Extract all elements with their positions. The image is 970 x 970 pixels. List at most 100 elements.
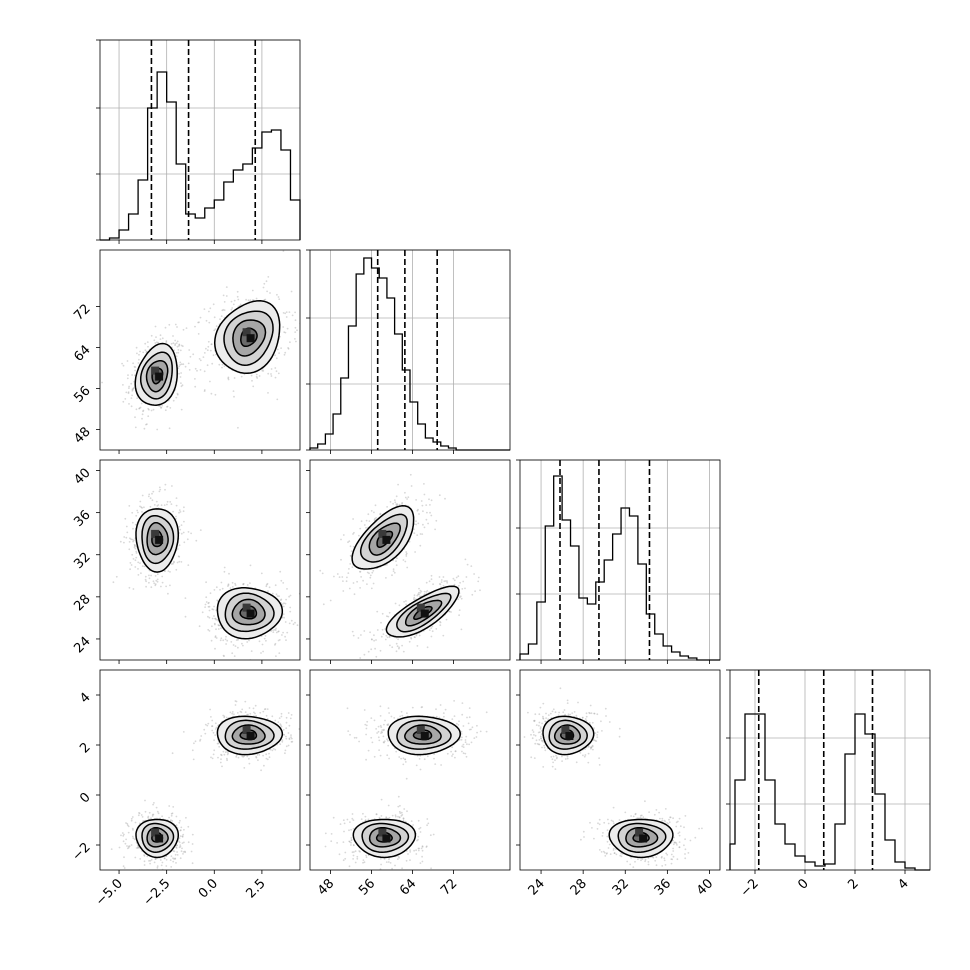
scatter-point — [235, 754, 238, 756]
scatter-point — [402, 650, 405, 653]
scatter-point — [349, 733, 351, 736]
scatter-point — [410, 637, 413, 640]
scatter-point — [430, 514, 433, 517]
scatter-point — [143, 855, 146, 857]
scatter-point — [159, 405, 161, 408]
scatter-point — [440, 581, 443, 583]
scatter-point — [401, 503, 403, 505]
scatter-point — [253, 711, 255, 714]
scatter-point — [265, 583, 268, 586]
scatter-point — [407, 853, 409, 855]
scatter-point — [156, 866, 159, 869]
scatter-point — [203, 308, 206, 310]
scatter-point — [141, 511, 143, 513]
scatter-point — [134, 856, 137, 859]
scatter-point — [138, 812, 141, 815]
scatter-point — [386, 506, 388, 508]
scatter-point — [160, 406, 163, 409]
scatter-point — [458, 609, 461, 611]
scatter-point — [222, 639, 225, 642]
scatter-point — [428, 629, 431, 631]
scatter-point — [178, 560, 181, 563]
scatter-point — [207, 602, 210, 605]
scatter-point — [285, 727, 288, 730]
scatter-point — [252, 707, 255, 710]
scatter-point — [218, 745, 221, 748]
histogram-panel-3 — [726, 669, 931, 874]
scatter-point — [248, 762, 251, 765]
scatter-point — [351, 813, 354, 815]
scatter-point — [223, 655, 225, 657]
scatter-point — [274, 354, 276, 357]
scatter-point — [255, 373, 258, 376]
scatter-point — [258, 640, 261, 643]
scatter-point — [219, 588, 221, 591]
scatter-point — [294, 319, 297, 322]
scatter-point — [352, 844, 355, 846]
scatter-point — [352, 819, 355, 821]
scatter-point — [205, 581, 208, 584]
scatter-point — [213, 622, 216, 625]
scatter-point — [207, 345, 210, 348]
scatter-point — [456, 458, 458, 460]
scatter-point — [133, 546, 136, 549]
scatter-point — [375, 813, 378, 816]
scatter-point — [271, 592, 274, 595]
scatter-point — [166, 500, 169, 503]
scatter-point — [178, 509, 181, 511]
scatter-point — [423, 590, 426, 593]
scatter-point — [168, 323, 171, 326]
scatter-point — [362, 812, 364, 815]
scatter-point — [274, 376, 277, 379]
scatter-point — [419, 768, 422, 771]
scatter-point — [363, 630, 366, 632]
scatter-point — [281, 634, 283, 636]
scatter-point — [142, 351, 145, 354]
scatter-point — [349, 545, 352, 548]
scatter-point — [236, 712, 239, 714]
scatter-point — [381, 628, 384, 631]
scatter-point — [183, 520, 185, 523]
scatter-point — [348, 865, 351, 868]
scatter-point — [223, 715, 226, 718]
scatter-point — [360, 520, 363, 523]
scatter-point — [239, 710, 242, 713]
scatter-point — [350, 839, 353, 842]
scatter-point — [223, 753, 226, 756]
scatter-point — [302, 612, 304, 614]
scatter-point — [396, 503, 399, 505]
scatter-point — [178, 821, 181, 824]
scatter-point — [388, 858, 390, 861]
scatter-point — [170, 812, 173, 815]
scatter-point — [236, 290, 239, 293]
scatter-point — [340, 538, 342, 541]
scatter-point — [222, 714, 225, 717]
scatter-point — [183, 828, 185, 831]
scatter-point — [127, 831, 130, 834]
scatter-point — [427, 522, 429, 525]
scatter-point — [246, 713, 249, 716]
scatter-point — [213, 739, 216, 742]
scatter-point — [180, 826, 183, 829]
scatter-point — [134, 366, 137, 368]
scatter-point — [237, 298, 240, 301]
scatter-point — [386, 564, 388, 566]
scatter-point — [130, 397, 133, 399]
scatter-point — [170, 855, 173, 858]
scatter-point — [419, 831, 422, 833]
scatter-point — [269, 292, 271, 294]
scatter-point — [289, 606, 292, 609]
scatter-point — [343, 830, 345, 833]
scatter-point — [442, 576, 445, 578]
scatter-point — [148, 493, 151, 496]
scatter-point — [212, 608, 215, 611]
scatter-point — [282, 733, 285, 736]
scatter-point — [359, 570, 361, 573]
scatter-point — [156, 578, 159, 581]
scatter-point — [221, 366, 223, 369]
scatter-point — [118, 846, 121, 849]
scatter-point — [286, 631, 289, 634]
scatter-point — [141, 494, 144, 497]
scatter-point — [415, 499, 417, 501]
scatter-point — [123, 833, 125, 836]
